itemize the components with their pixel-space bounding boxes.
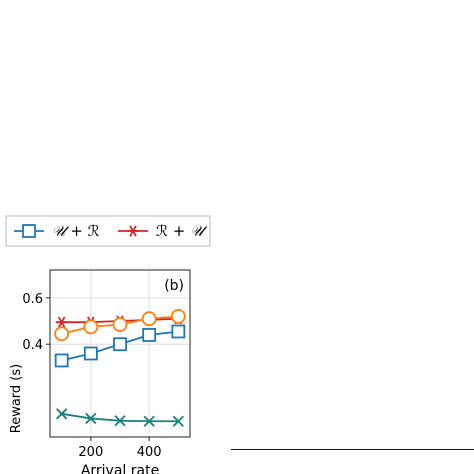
data-point-x xyxy=(85,412,97,425)
data-point-square xyxy=(54,353,69,368)
data-point-circle xyxy=(54,326,70,342)
legend-marker-square xyxy=(22,224,36,238)
y-tick-label: 0.6 xyxy=(22,292,43,307)
data-point-x xyxy=(56,408,68,420)
legend-entry: ℛ + 𝒰 xyxy=(156,222,208,240)
y-axis-label: Reward (s) xyxy=(9,364,24,433)
x-axis-label: Arrival rate xyxy=(81,463,159,474)
x-tick-label: 200 xyxy=(78,445,103,460)
y-tick-label: 0.4 xyxy=(22,338,43,353)
data-point-star xyxy=(55,316,68,328)
legend-entry: 𝒰 + ℛ xyxy=(52,222,100,240)
data-point-circle xyxy=(170,308,186,324)
data-point-square xyxy=(171,324,186,339)
data-point-square xyxy=(113,337,127,352)
data-point-circle xyxy=(112,317,128,332)
plot-frame xyxy=(49,269,191,438)
data-point-square xyxy=(142,328,157,342)
table-top-rule xyxy=(231,449,474,450)
data-point-circle xyxy=(83,319,99,335)
data-point-square xyxy=(83,346,98,361)
data-point-x xyxy=(143,415,155,427)
reward-vs-arrival-rate-chart: 𝒰 + ℛ ℛ + 𝒰 0.4 0.6 200 400 Arrival rate Rewar… xyxy=(5,215,211,474)
legend-marker-star xyxy=(127,225,139,237)
data-point-x xyxy=(172,415,184,427)
data-point-x xyxy=(114,415,126,427)
x-tick-label: 400 xyxy=(137,445,162,460)
data-point-circle xyxy=(141,311,157,327)
panel-label: (b) xyxy=(164,278,184,294)
chart-legend: 𝒰 + ℛ ℛ + 𝒰 xyxy=(5,215,211,247)
